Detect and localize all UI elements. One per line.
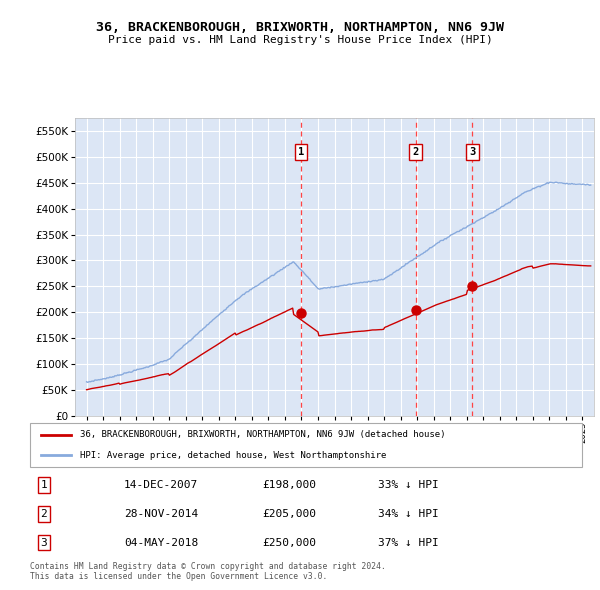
Text: Contains HM Land Registry data © Crown copyright and database right 2024.: Contains HM Land Registry data © Crown c… [30,562,386,571]
Text: 2: 2 [413,147,419,157]
Text: 1: 1 [40,480,47,490]
Text: £205,000: £205,000 [262,509,316,519]
Text: 14-DEC-2007: 14-DEC-2007 [124,480,198,490]
Text: 04-MAY-2018: 04-MAY-2018 [124,537,198,548]
Text: 36, BRACKENBOROUGH, BRIXWORTH, NORTHAMPTON, NN6 9JW (detached house): 36, BRACKENBOROUGH, BRIXWORTH, NORTHAMPT… [80,431,445,440]
Text: 33% ↓ HPI: 33% ↓ HPI [378,480,439,490]
Text: Price paid vs. HM Land Registry's House Price Index (HPI): Price paid vs. HM Land Registry's House … [107,35,493,45]
Text: 3: 3 [469,147,475,157]
Text: £250,000: £250,000 [262,537,316,548]
Text: 2: 2 [40,509,47,519]
Text: 36, BRACKENBOROUGH, BRIXWORTH, NORTHAMPTON, NN6 9JW: 36, BRACKENBOROUGH, BRIXWORTH, NORTHAMPT… [96,21,504,34]
Text: HPI: Average price, detached house, West Northamptonshire: HPI: Average price, detached house, West… [80,451,386,460]
Text: 34% ↓ HPI: 34% ↓ HPI [378,509,439,519]
Text: This data is licensed under the Open Government Licence v3.0.: This data is licensed under the Open Gov… [30,572,328,581]
Text: 28-NOV-2014: 28-NOV-2014 [124,509,198,519]
Text: £198,000: £198,000 [262,480,316,490]
Text: 3: 3 [40,537,47,548]
Text: 1: 1 [298,147,304,157]
Text: 37% ↓ HPI: 37% ↓ HPI [378,537,439,548]
FancyBboxPatch shape [30,423,582,467]
